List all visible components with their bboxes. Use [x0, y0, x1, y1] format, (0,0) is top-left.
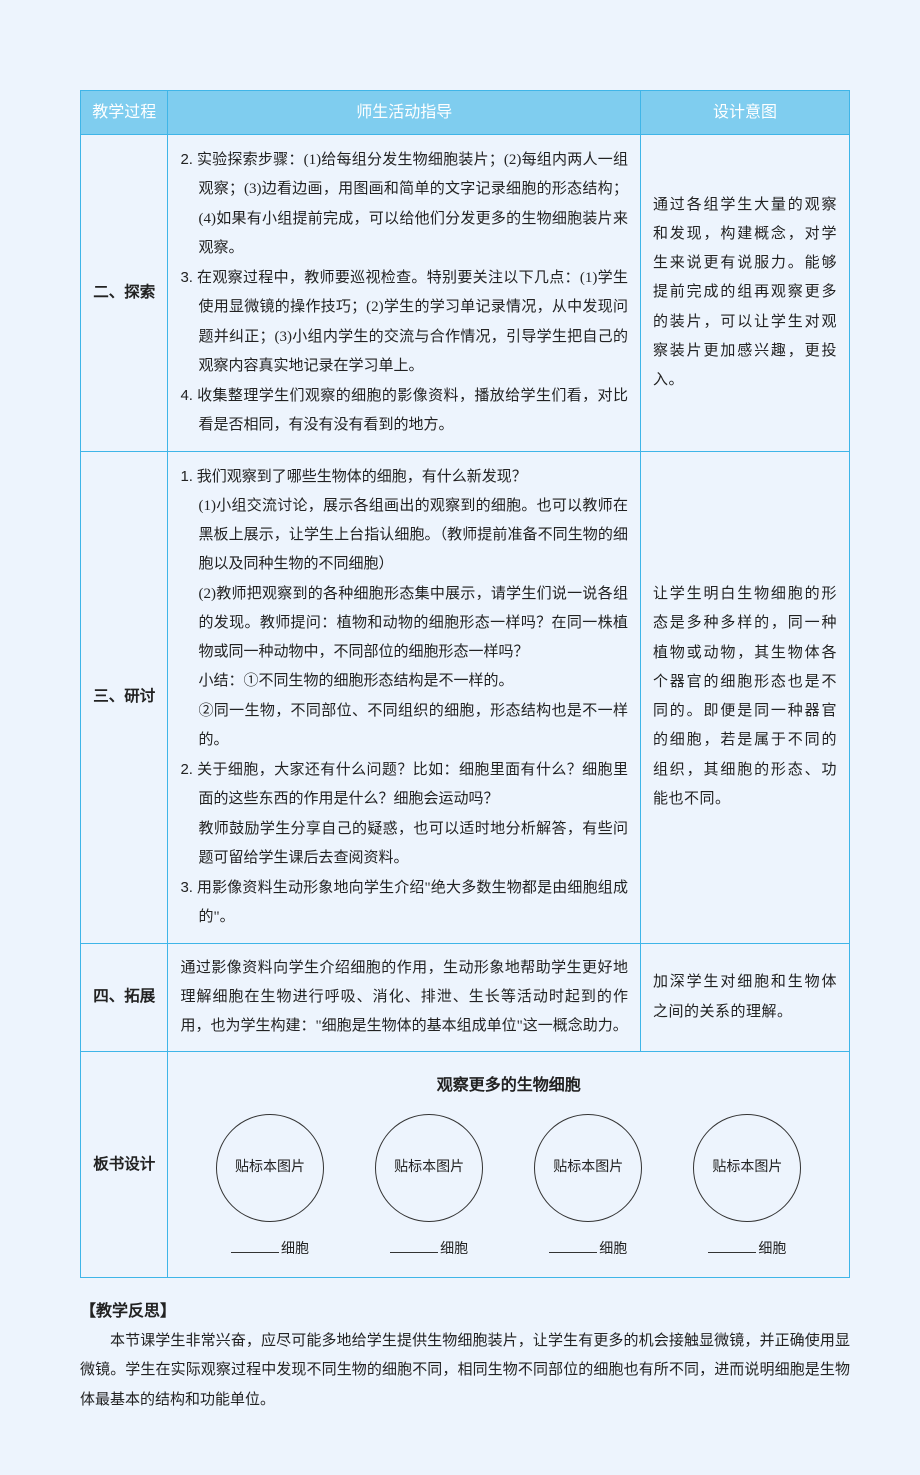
- num-2: 2.: [180, 151, 193, 168]
- header-intent: 设计意图: [640, 91, 849, 135]
- discuss-p2: 关于细胞，大家还有什么问题？比如：细胞里面有什么？细胞里面的这些东西的作用是什么…: [197, 762, 628, 807]
- row-label-extend: 四、拓展: [81, 943, 168, 1052]
- activity-discuss: 1. 我们观察到了哪些生物体的细胞，有什么新发现？ (1)小组交流讨论，展示各组…: [168, 451, 641, 943]
- explore-p1: 实验探索步骤：(1)给每组分发生物细胞装片；(2)每组内两人一组观察；(3)边看…: [197, 152, 628, 256]
- specimen-circle: 贴标本图片: [693, 1114, 801, 1222]
- row-label-discuss: 三、研讨: [81, 451, 168, 943]
- discuss-p1a: (1)小组交流讨论，展示各组画出的观察到的细胞。也可以教师在黑板上展示，让学生上…: [180, 492, 628, 580]
- intent-explore: 通过各组学生大量的观察和发现，构建概念，对学生来说更有说服力。能够提前完成的组再…: [640, 135, 849, 452]
- cell-suffix: 细胞: [599, 1242, 627, 1257]
- specimen-unit: 贴标本图片 细胞: [693, 1114, 801, 1263]
- reflection-section: 【教学反思】 本节课学生非常兴奋，应尽可能多地给学生提供生物细胞装片，让学生有更…: [80, 1296, 850, 1415]
- specimen-label: 细胞: [549, 1236, 627, 1263]
- intent-extend: 加深学生对细胞和生物体之间的关系的理解。: [640, 943, 849, 1052]
- specimen-unit: 贴标本图片 细胞: [216, 1114, 324, 1263]
- board-title: 观察更多的生物细胞: [180, 1070, 837, 1101]
- specimen-circle: 贴标本图片: [375, 1114, 483, 1222]
- activity-explore: 2. 实验探索步骤：(1)给每组分发生物细胞装片；(2)每组内两人一组观察；(3…: [168, 135, 641, 452]
- activity-extend: 通过影像资料向学生介绍细胞的作用，生动形象地帮助学生更好地理解细胞在生物进行呼吸…: [168, 943, 641, 1052]
- specimen-label: 细胞: [231, 1236, 309, 1263]
- specimen-circle: 贴标本图片: [534, 1114, 642, 1222]
- cell-suffix: 细胞: [440, 1242, 468, 1257]
- discuss-p1b: (2)教师把观察到的各种细胞形态集中展示，请学生们说一说各组的发现。教师提问：植…: [180, 580, 628, 668]
- explore-p3: 收集整理学生们观察的细胞的影像资料，播放给学生们看，对比看是否相同，有没有没有看…: [197, 388, 628, 433]
- discuss-p1d: ②同一生物，不同部位、不同组织的细胞，形态结构也是不一样的。: [180, 697, 628, 756]
- num-d2: 2.: [180, 761, 193, 778]
- num-d1: 1.: [180, 468, 193, 485]
- lesson-plan-table: 教学过程 师生活动指导 设计意图 二、探索 2. 实验探索步骤：(1)给每组分发…: [80, 90, 850, 1278]
- reflection-heading: 【教学反思】: [80, 1296, 850, 1327]
- discuss-p3: 用影像资料生动形象地向学生介绍"绝大多数生物都是由细胞组成的"。: [197, 880, 628, 925]
- extend-p1: 通过影像资料向学生介绍细胞的作用，生动形象地帮助学生更好地理解细胞在生物进行呼吸…: [180, 954, 628, 1042]
- num-4: 4.: [180, 387, 193, 404]
- discuss-p2a: 教师鼓励学生分享自己的疑惑，也可以适时地分析解答，有些问题可留给学生课后去查阅资…: [180, 815, 628, 874]
- table-row: 板书设计 观察更多的生物细胞 贴标本图片 细胞 贴标本图片 细胞: [81, 1052, 850, 1277]
- explore-p2: 在观察过程中，教师要巡视检查。特别要关注以下几点：(1)学生使用显微镜的操作技巧…: [197, 270, 628, 374]
- cell-suffix: 细胞: [758, 1242, 786, 1257]
- specimen-unit: 贴标本图片 细胞: [534, 1114, 642, 1263]
- table-row: 四、拓展 通过影像资料向学生介绍细胞的作用，生动形象地帮助学生更好地理解细胞在生…: [81, 943, 850, 1052]
- cell-suffix: 细胞: [281, 1242, 309, 1257]
- reflection-body: 本节课学生非常兴奋，应尽可能多地给学生提供生物细胞装片，让学生有更多的机会接触显…: [80, 1327, 850, 1415]
- specimen-label: 细胞: [708, 1236, 786, 1263]
- row-label-board: 板书设计: [81, 1052, 168, 1277]
- header-process: 教学过程: [81, 91, 168, 135]
- discuss-p1c: 小结：①不同生物的细胞形态结构是不一样的。: [180, 667, 628, 696]
- table-row: 三、研讨 1. 我们观察到了哪些生物体的细胞，有什么新发现？ (1)小组交流讨论…: [81, 451, 850, 943]
- specimen-label: 细胞: [390, 1236, 468, 1263]
- table-header-row: 教学过程 师生活动指导 设计意图: [81, 91, 850, 135]
- header-activity: 师生活动指导: [168, 91, 641, 135]
- row-label-explore: 二、探索: [81, 135, 168, 452]
- discuss-p1: 我们观察到了哪些生物体的细胞，有什么新发现？: [197, 469, 527, 485]
- intent-discuss: 让学生明白生物细胞的形态是多种多样的，同一种植物或动物，其生物体各个器官的细胞形…: [640, 451, 849, 943]
- num-d3: 3.: [180, 879, 193, 896]
- board-design-cell: 观察更多的生物细胞 贴标本图片 细胞 贴标本图片 细胞 贴标本图片 细胞: [168, 1052, 850, 1277]
- specimen-circle: 贴标本图片: [216, 1114, 324, 1222]
- num-3: 3.: [180, 269, 193, 286]
- specimen-unit: 贴标本图片 细胞: [375, 1114, 483, 1263]
- board-circles: 贴标本图片 细胞 贴标本图片 细胞 贴标本图片 细胞 贴标本图片: [180, 1114, 837, 1263]
- table-row: 二、探索 2. 实验探索步骤：(1)给每组分发生物细胞装片；(2)每组内两人一组…: [81, 135, 850, 452]
